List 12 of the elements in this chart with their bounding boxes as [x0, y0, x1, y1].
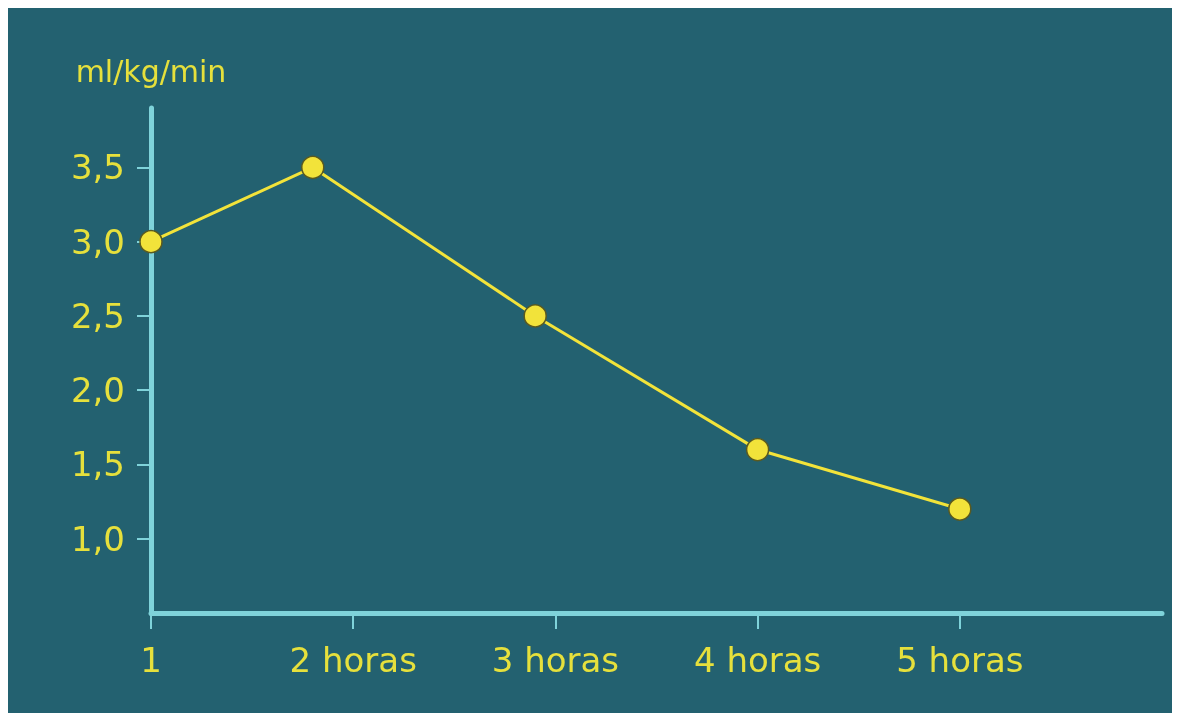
y-tick-label: 1,5 — [70, 444, 125, 485]
x-tick-label: 2 horas — [289, 640, 417, 680]
x-tick-label: 3 horas — [491, 640, 620, 680]
x-tick-label: 4 horas — [693, 640, 822, 680]
x-tick-label: 1 — [140, 640, 162, 680]
y-tick-label: 1,0 — [70, 518, 125, 559]
y-tick-label: 3,5 — [70, 147, 125, 188]
x-tick-label: 5 horas — [896, 640, 1024, 680]
y-tick-label: 2,5 — [70, 295, 125, 336]
y-tick-label: 2,0 — [70, 370, 125, 411]
y-axis-title: ml/kg/min — [75, 53, 227, 89]
y-tick-label: 3,0 — [70, 221, 125, 262]
